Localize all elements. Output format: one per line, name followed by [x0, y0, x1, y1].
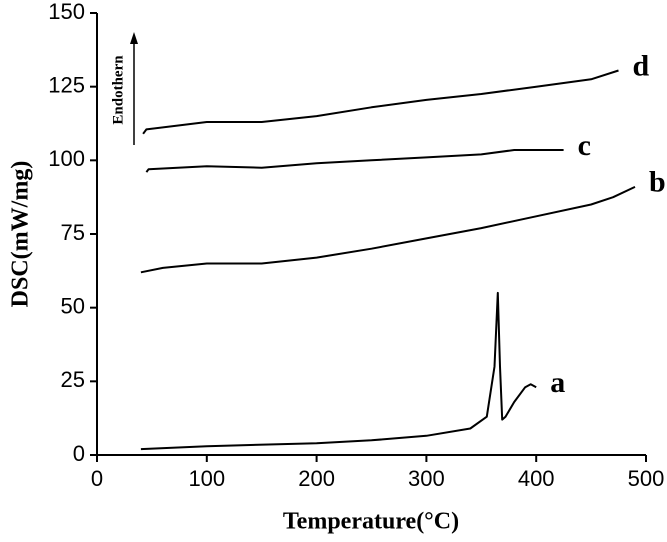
y-tick-label: 100 [48, 146, 85, 171]
series-label: d [633, 49, 650, 82]
x-tick-label: 200 [298, 466, 335, 491]
x-tick-label: 500 [628, 466, 665, 491]
y-axis-label: DSC(mW/mg) [8, 161, 34, 308]
y-tick-label: 125 [48, 72, 85, 97]
series-label: a [550, 366, 565, 399]
line [140, 185, 636, 274]
series-label: c [578, 129, 591, 162]
line [142, 69, 619, 135]
arrow-head [130, 32, 138, 44]
annotation: Endothern [110, 55, 126, 125]
y-tick-label: 150 [48, 0, 85, 24]
y-tick-label: 0 [73, 441, 85, 466]
line [140, 291, 537, 451]
y-tick-label: 25 [61, 367, 85, 392]
x-tick-label: 0 [91, 466, 103, 491]
y-tick-label: 75 [61, 220, 85, 245]
x-tick-label: 400 [518, 466, 555, 491]
line [145, 149, 564, 173]
series-label: b [649, 166, 666, 199]
x-tick-label: 100 [188, 466, 225, 491]
x-axis-label: Temperature(°C) [283, 509, 459, 535]
x-tick-label: 300 [408, 466, 445, 491]
y-tick-label: 50 [61, 293, 85, 318]
